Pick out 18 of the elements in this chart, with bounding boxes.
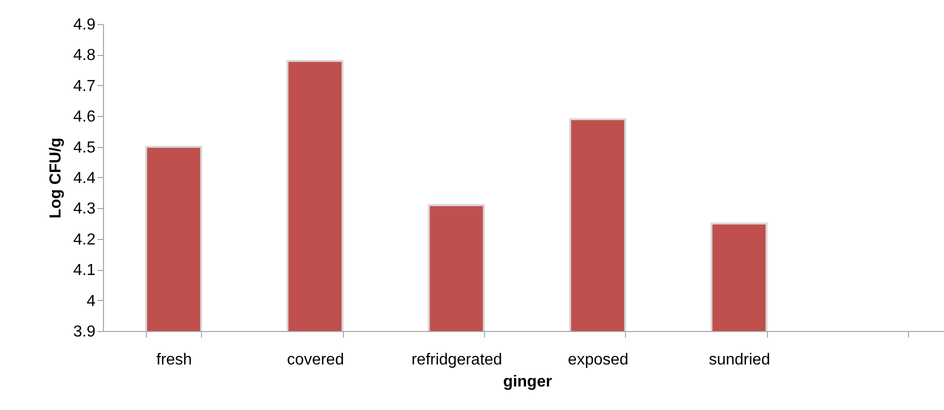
y-tick-label: 4: [86, 292, 96, 310]
y-tick-label: 4.8: [73, 47, 96, 64]
x-tick-label: refridgerated: [411, 352, 502, 368]
y-tick-label: 3.9: [73, 324, 96, 340]
y-tick-label: 4.7: [73, 78, 96, 95]
x-tick-label: fresh: [156, 352, 192, 368]
x-tick-label: sundried: [708, 352, 770, 368]
x-axis-title: ginger: [503, 374, 552, 390]
y-axis-title: Log CFU/g: [47, 138, 64, 218]
y-tick-label: 4.6: [73, 108, 96, 126]
y-tick-label: 4.9: [73, 16, 96, 34]
y-tick-label: 4.5: [73, 139, 96, 156]
y-tick-label: 4.2: [73, 231, 96, 248]
y-tick-label: 4.1: [73, 262, 96, 280]
y-tick-label: 4.3: [73, 200, 96, 218]
x-tick-label: exposed: [568, 352, 628, 368]
x-tick-label: covered: [287, 352, 344, 368]
y-tick-label: 4.4: [73, 170, 96, 187]
